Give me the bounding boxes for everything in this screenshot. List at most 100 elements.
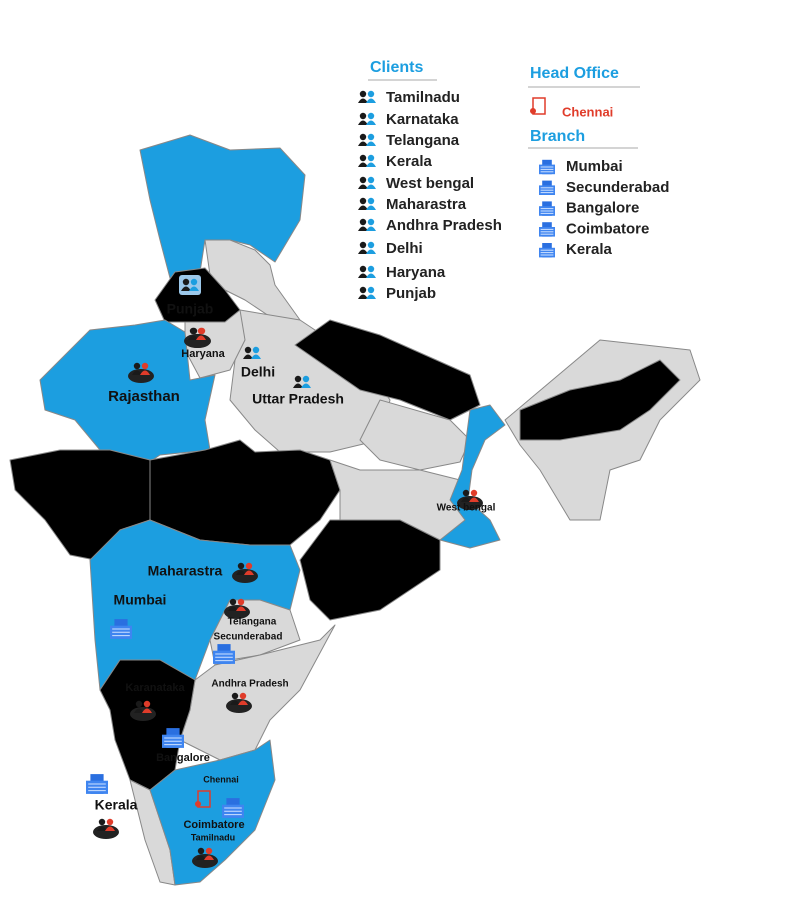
icon-head: [231, 692, 239, 700]
map-label: Andhra Pradesh: [211, 679, 288, 690]
map-label: Coimbatore: [183, 819, 244, 831]
client-icon: [128, 362, 154, 383]
legend-item: Telangana: [386, 132, 460, 149]
map-label: Haryana: [181, 348, 225, 360]
icon-body: [188, 335, 198, 340]
icon-head: [190, 278, 198, 286]
icon-head: [359, 154, 367, 162]
map-label: Rajasthan: [108, 388, 180, 405]
branch-icon: [539, 243, 555, 258]
icon-head: [229, 598, 237, 606]
icon-body: [358, 184, 368, 189]
icon-office: [197, 790, 211, 808]
map-label: Maharastra: [148, 563, 223, 579]
region: [39, 319, 216, 476]
icon-head: [237, 562, 245, 570]
client-icon: [232, 562, 258, 583]
legend-item: Coimbatore: [566, 220, 649, 237]
client-icon: [224, 598, 250, 619]
client-icon: [226, 692, 252, 713]
client-icon: [358, 133, 376, 146]
icon-head: [252, 346, 260, 354]
icon-body: [238, 700, 248, 705]
icon-body: [366, 294, 376, 299]
icon-body: [189, 286, 199, 291]
legend-item: Chennai: [562, 104, 613, 119]
map-label: Tamilnadu: [191, 832, 235, 842]
region: [299, 519, 441, 621]
map-label: Secunderabad: [214, 632, 283, 643]
icon-head: [143, 700, 151, 708]
icon-head: [359, 90, 367, 98]
map-label: Uttar Pradesh: [252, 391, 344, 407]
icon-body: [293, 383, 303, 388]
region: [139, 134, 306, 279]
icon-body: [243, 354, 253, 359]
icon-body: [358, 162, 368, 167]
icon-head: [359, 241, 367, 249]
legend-item: West bengal: [386, 175, 474, 192]
client-icon: [358, 112, 376, 125]
legend-item: Andhra Pradesh: [386, 217, 502, 234]
icon-body: [366, 205, 376, 210]
icon-head: [367, 197, 375, 205]
map-label: Chennai: [203, 774, 239, 784]
icon-body: [196, 855, 206, 860]
branch-icon: [86, 774, 108, 794]
client-icon: [358, 265, 376, 278]
icon-body: [244, 570, 254, 575]
legend-item: Tamilnadu: [386, 89, 460, 106]
icon-frame: [179, 275, 201, 295]
icon-head: [302, 375, 310, 383]
region: [439, 404, 506, 549]
legend-item: Kerala: [386, 153, 433, 170]
icon-body: [142, 708, 152, 713]
branch-icon: [539, 180, 555, 195]
icon-body: [228, 606, 238, 611]
icon-head: [367, 133, 375, 141]
icon-head: [98, 818, 106, 826]
icon-body: [366, 249, 376, 254]
branch-icon: [539, 222, 555, 237]
icon-body: [230, 700, 240, 705]
icon-body: [358, 273, 368, 278]
client-icon: [181, 278, 199, 291]
region: [149, 739, 276, 886]
icon-head: [359, 176, 367, 184]
icon-head: [359, 286, 367, 294]
icon-head: [141, 362, 149, 370]
icon-body: [461, 497, 471, 502]
icon-body: [366, 120, 376, 125]
icon-body: [358, 249, 368, 254]
icon-body: [196, 335, 206, 340]
icon-body: [366, 184, 376, 189]
client-icon: [93, 818, 119, 839]
legend-title: Head Office: [530, 65, 619, 82]
icon-head: [294, 375, 302, 383]
region: [294, 319, 481, 421]
icon-base: [232, 569, 258, 583]
icon-body: [366, 98, 376, 103]
icon-pin: [195, 801, 201, 807]
map-label: Bangalore: [156, 752, 210, 764]
icon-head: [359, 133, 367, 141]
icon-body: [366, 162, 376, 167]
icon-body: [204, 855, 214, 860]
client-icon: [358, 154, 376, 167]
icon-head: [197, 327, 205, 335]
icon-body: [236, 570, 246, 575]
icon-base: [93, 825, 119, 839]
client-icon: [358, 218, 376, 231]
map-label: Karanataka: [125, 682, 185, 694]
icon-head: [359, 197, 367, 205]
icon-head: [367, 112, 375, 120]
icon-head: [182, 278, 190, 286]
legend-title: Clients: [370, 59, 423, 76]
overlay: Tamilnadu Karnataka Telangana Kerala West be…: [86, 89, 669, 868]
legend-item: Karnataka: [386, 111, 459, 128]
branch-icon: [162, 728, 184, 748]
icon-body: [358, 226, 368, 231]
icon-body: [358, 141, 368, 146]
map-label: Telangana: [228, 617, 277, 628]
legend-item: Delhi: [386, 240, 423, 257]
